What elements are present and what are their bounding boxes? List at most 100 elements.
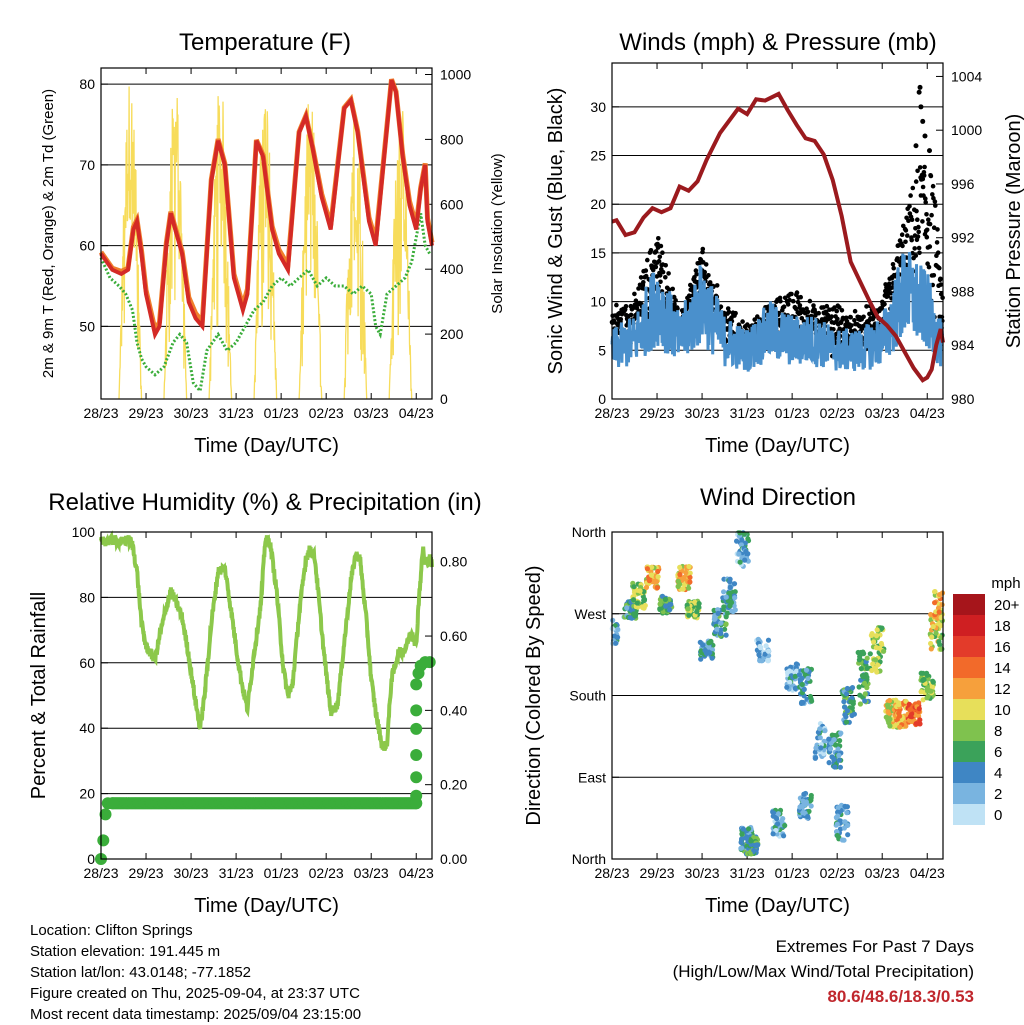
direction-point bbox=[835, 805, 841, 811]
series-sonic-wind bbox=[610, 251, 945, 372]
direction-point bbox=[842, 803, 848, 809]
rainfall-point bbox=[410, 704, 423, 717]
direction-point bbox=[784, 684, 790, 690]
direction-point bbox=[794, 668, 800, 674]
direction-point bbox=[909, 711, 915, 717]
direction-point bbox=[851, 711, 858, 717]
direction-point bbox=[858, 666, 864, 672]
direction-point bbox=[849, 685, 856, 691]
series-wind-direction bbox=[609, 530, 946, 857]
direction-point bbox=[737, 559, 743, 565]
direction-point bbox=[770, 831, 776, 837]
gust-point bbox=[703, 262, 709, 267]
direction-point bbox=[683, 570, 689, 576]
gust-point bbox=[928, 173, 934, 179]
y-tick-label: 20 bbox=[590, 196, 606, 212]
direction-point bbox=[615, 634, 621, 640]
extremes-subtitle: (High/Low/Max Wind/Total Precipitation) bbox=[672, 962, 974, 981]
direction-point bbox=[698, 648, 704, 654]
gust-point bbox=[807, 298, 813, 304]
direction-point bbox=[842, 712, 848, 718]
figure-created: Figure created on Thu, 2025-09-04, at 23… bbox=[30, 985, 360, 1002]
solar-day-trace bbox=[343, 102, 368, 400]
x-tick-label: 04/23 bbox=[399, 865, 434, 881]
gust-point bbox=[879, 306, 885, 311]
direction-point bbox=[637, 588, 643, 594]
direction-point bbox=[668, 601, 674, 608]
direction-point bbox=[793, 661, 800, 667]
panel-dir: Wind Direction 28/23 29/23 30/23 31/23 01/23 0… bbox=[523, 484, 1021, 917]
gust-point bbox=[927, 244, 933, 249]
x-tick-label: 02/23 bbox=[309, 405, 344, 421]
legend-swatch bbox=[953, 615, 985, 636]
gust-point bbox=[706, 273, 711, 278]
rainfall-point bbox=[99, 808, 112, 821]
direction-point bbox=[694, 609, 700, 615]
x-tick-label: 01/23 bbox=[775, 405, 810, 421]
gust-point bbox=[888, 291, 894, 296]
direction-point bbox=[799, 675, 805, 681]
gust-point bbox=[672, 302, 677, 307]
solar-day-trace bbox=[388, 111, 413, 400]
direction-point bbox=[655, 568, 661, 575]
legend-swatch bbox=[953, 783, 985, 804]
direction-point bbox=[917, 717, 923, 723]
series-relative-humidity bbox=[99, 530, 434, 752]
y-tick-label: East bbox=[578, 769, 606, 785]
gust-point bbox=[643, 268, 649, 273]
gust-point bbox=[931, 273, 937, 278]
gust-point bbox=[812, 309, 818, 315]
gust-point bbox=[885, 293, 891, 299]
rainfall-point bbox=[410, 789, 423, 802]
gust-point bbox=[725, 306, 731, 311]
gust-point bbox=[929, 212, 934, 218]
gust-point bbox=[726, 309, 732, 315]
y2-tick-label: 1000 bbox=[440, 66, 471, 82]
direction-point bbox=[933, 630, 939, 636]
direction-point bbox=[799, 681, 805, 688]
direction-point bbox=[786, 668, 793, 674]
direction-point bbox=[842, 704, 848, 710]
gust-point bbox=[912, 246, 917, 251]
y-axis-label: 2m & 9m T (Red, Orange) & 2m Td (Green) bbox=[40, 89, 57, 378]
gust-point bbox=[916, 229, 921, 235]
direction-point bbox=[641, 597, 648, 604]
direction-point bbox=[841, 837, 847, 843]
direction-point bbox=[706, 644, 712, 650]
gust-point bbox=[663, 275, 668, 280]
direction-point bbox=[763, 643, 769, 649]
series-2m-temperature bbox=[99, 79, 434, 340]
x-tick-label: 30/23 bbox=[685, 405, 720, 421]
direction-point bbox=[723, 632, 729, 638]
gust-point bbox=[844, 318, 850, 324]
direction-point bbox=[738, 542, 745, 548]
gust-point bbox=[852, 318, 857, 323]
direction-point bbox=[773, 814, 779, 821]
recent-timestamp: Most recent data timestamp: 2025/09/04 2… bbox=[30, 1006, 362, 1023]
legend-swatch bbox=[953, 804, 985, 825]
y-tick-label: 80 bbox=[79, 76, 95, 92]
gust-point bbox=[797, 303, 803, 308]
gust-point bbox=[922, 133, 928, 139]
direction-point bbox=[873, 645, 880, 651]
direction-point bbox=[654, 579, 660, 585]
direction-point bbox=[667, 607, 673, 613]
gust-point bbox=[831, 327, 836, 332]
gust-point bbox=[922, 164, 927, 170]
direction-point bbox=[746, 826, 752, 832]
direction-point bbox=[844, 708, 851, 714]
direction-point bbox=[796, 672, 803, 678]
direction-point bbox=[780, 816, 786, 822]
direction-point bbox=[655, 574, 661, 580]
direction-point bbox=[624, 605, 630, 611]
direction-point bbox=[818, 745, 824, 751]
gust-point bbox=[917, 165, 923, 170]
direction-point bbox=[875, 662, 881, 668]
direction-point bbox=[696, 604, 702, 610]
direction-point bbox=[745, 536, 751, 542]
gust-point bbox=[793, 306, 799, 312]
gust-point bbox=[916, 245, 922, 251]
direction-point bbox=[736, 551, 742, 557]
gust-point bbox=[915, 217, 920, 222]
direction-point bbox=[657, 601, 663, 607]
